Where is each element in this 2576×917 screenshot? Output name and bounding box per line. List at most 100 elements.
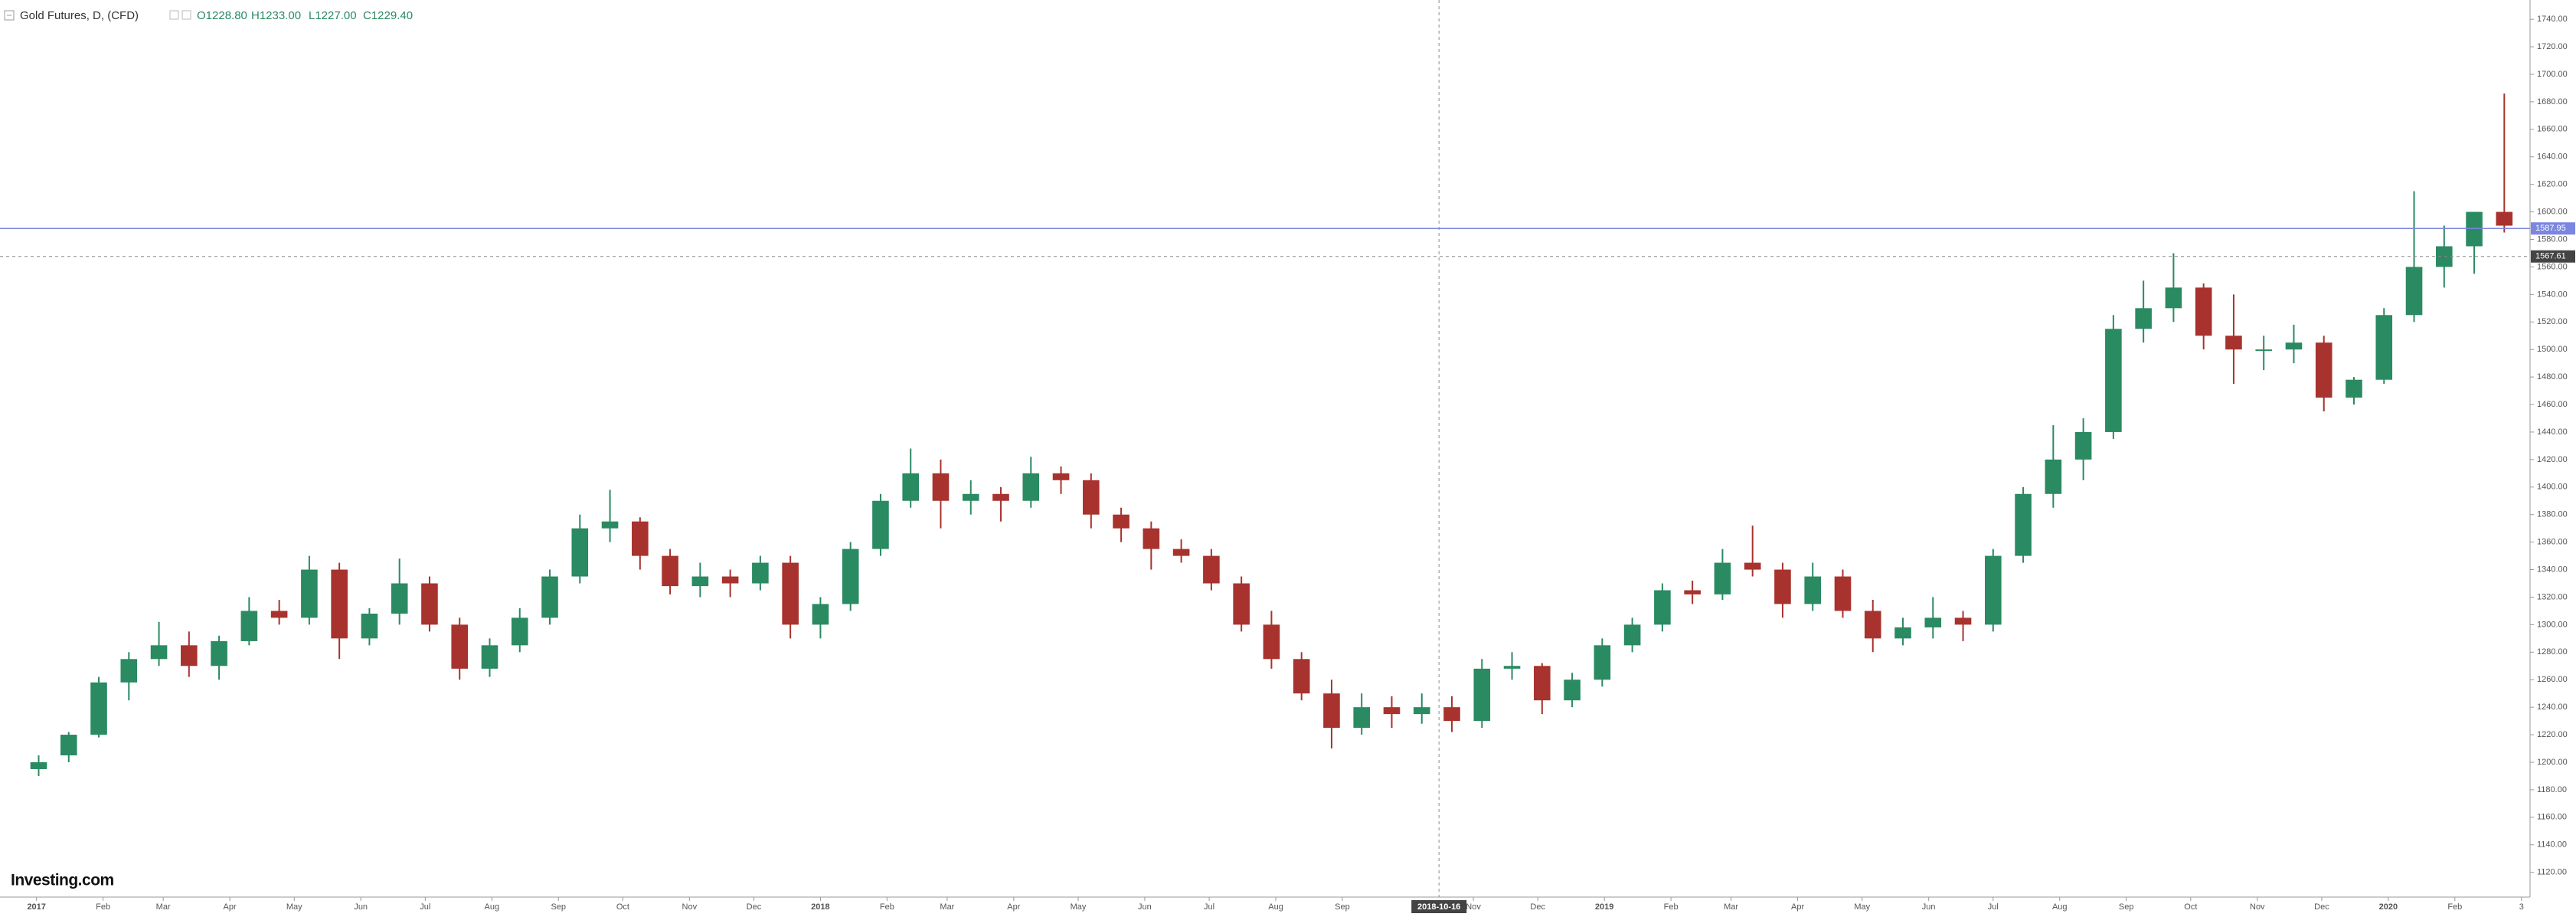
x-tick-label: Mar: [1724, 902, 1738, 912]
candle-body: [270, 611, 288, 618]
candle-body: [1924, 617, 1942, 627]
x-tick-label: Apr: [1791, 902, 1804, 912]
x-tick-label: Sep: [551, 902, 566, 912]
x-tick-label: Apr: [224, 902, 237, 912]
candle-body: [331, 569, 348, 639]
y-tick-label: 1380.00: [2537, 510, 2568, 519]
candle-body: [1654, 590, 1671, 625]
candle-body: [2105, 329, 2122, 432]
candle-body: [962, 493, 979, 501]
ohlc-low: L1227.00: [309, 9, 357, 22]
candle-body: [120, 659, 138, 683]
candle-body: [2165, 287, 2182, 309]
y-tick-label: 1300.00: [2537, 620, 2568, 629]
y-tick-label: 1320.00: [2537, 592, 2568, 601]
candle-body: [1383, 707, 1401, 715]
candle-body: [2466, 211, 2483, 247]
y-tick-label: 1140.00: [2537, 840, 2567, 850]
candle-body: [2375, 315, 2393, 380]
x-tick-label: Oct: [616, 902, 629, 912]
candle-body: [451, 624, 469, 669]
candle-body: [1503, 666, 1521, 669]
candle-body: [601, 521, 619, 529]
collapse-icon[interactable]: [4, 10, 15, 21]
candle-body: [240, 611, 258, 641]
candle-body: [2015, 493, 2032, 556]
y-tick-label: 1260.00: [2537, 675, 2568, 684]
x-tick-label: Feb: [2447, 902, 2462, 912]
candle-body: [632, 521, 649, 556]
x-tick-label: May: [286, 902, 302, 912]
candle-body: [662, 555, 678, 587]
candle-body: [872, 500, 889, 549]
y-tick-label: 1480.00: [2537, 372, 2568, 382]
y-tick-label: 1560.00: [2537, 262, 2568, 271]
candle-body: [60, 735, 77, 756]
candle-body: [1954, 617, 1972, 625]
x-tick-label: Mar: [156, 902, 171, 912]
y-tick-label: 1640.00: [2537, 152, 2568, 162]
candle-body: [1113, 514, 1129, 529]
candle-body: [1293, 659, 1310, 694]
candle-body: [511, 617, 528, 646]
y-tick-label: 1600.00: [2537, 207, 2568, 216]
y-tick-label: 1580.00: [2537, 234, 2568, 244]
y-tick-label: 1540.00: [2537, 290, 2568, 299]
candle-body: [691, 576, 709, 587]
y-tick-label: 1440.00: [2537, 427, 2568, 437]
y-tick-label: 1340.00: [2537, 565, 2568, 574]
candle-body: [1172, 549, 1190, 556]
candle-body: [1804, 576, 1822, 604]
price-label-box: [2531, 222, 2575, 235]
y-tick-label: 1220.00: [2537, 730, 2568, 739]
x-tick-label: Oct: [2184, 902, 2197, 912]
x-tick-label: Dec: [2314, 902, 2329, 912]
y-tick-label: 1160.00: [2537, 813, 2567, 822]
x-tick-label: Nov: [682, 902, 698, 912]
close-icon[interactable]: [181, 10, 191, 20]
candle-body: [752, 562, 769, 584]
candle-body: [812, 604, 829, 625]
candle-body: [2225, 336, 2242, 350]
candle-body: [1864, 611, 1881, 639]
settings-icon[interactable]: [169, 10, 179, 20]
candle-body: [1203, 555, 1220, 584]
x-tick-label: Aug: [1268, 902, 1283, 912]
candle-body: [181, 645, 198, 666]
x-tick-label: May: [1071, 902, 1087, 912]
x-tick-label: Jun: [354, 902, 368, 912]
candle-body: [30, 761, 47, 769]
x-tick-label: Aug: [2052, 902, 2068, 912]
crosshair-price-label: 1567.61: [2535, 252, 2566, 261]
candle-body: [301, 569, 318, 618]
candle-body: [1744, 562, 1761, 570]
candle-body: [932, 473, 950, 501]
x-tick-label: Feb: [880, 902, 894, 912]
x-tick-label: Apr: [1007, 902, 1020, 912]
candle-body: [721, 576, 739, 584]
candle-body: [2255, 349, 2273, 352]
ohlc-close: C1229.40: [363, 9, 413, 22]
candle-body: [902, 473, 920, 501]
x-tick-label: Jul: [1204, 902, 1214, 912]
candle-body: [2195, 287, 2212, 336]
candle-body: [421, 583, 438, 625]
y-tick-label: 1740.00: [2537, 15, 2568, 24]
candle-body: [1894, 627, 1911, 639]
x-tick-label: Sep: [1335, 902, 1350, 912]
candle-body: [992, 493, 1009, 501]
x-tick-label: Nov: [1466, 902, 1481, 912]
candle-body: [1233, 583, 1250, 625]
candle-body: [842, 549, 859, 604]
candle-body: [1263, 624, 1280, 660]
y-tick-label: 1620.00: [2537, 180, 2568, 189]
crosshair-date-box: [1411, 900, 1467, 913]
y-tick-label: 1180.00: [2537, 785, 2567, 794]
candle-body: [1143, 528, 1160, 549]
candle-body: [782, 562, 799, 625]
y-tick-label: 1680.00: [2537, 97, 2568, 106]
candle-body: [1353, 707, 1371, 729]
candle-body: [1985, 555, 2002, 625]
candle-body: [1473, 668, 1491, 722]
